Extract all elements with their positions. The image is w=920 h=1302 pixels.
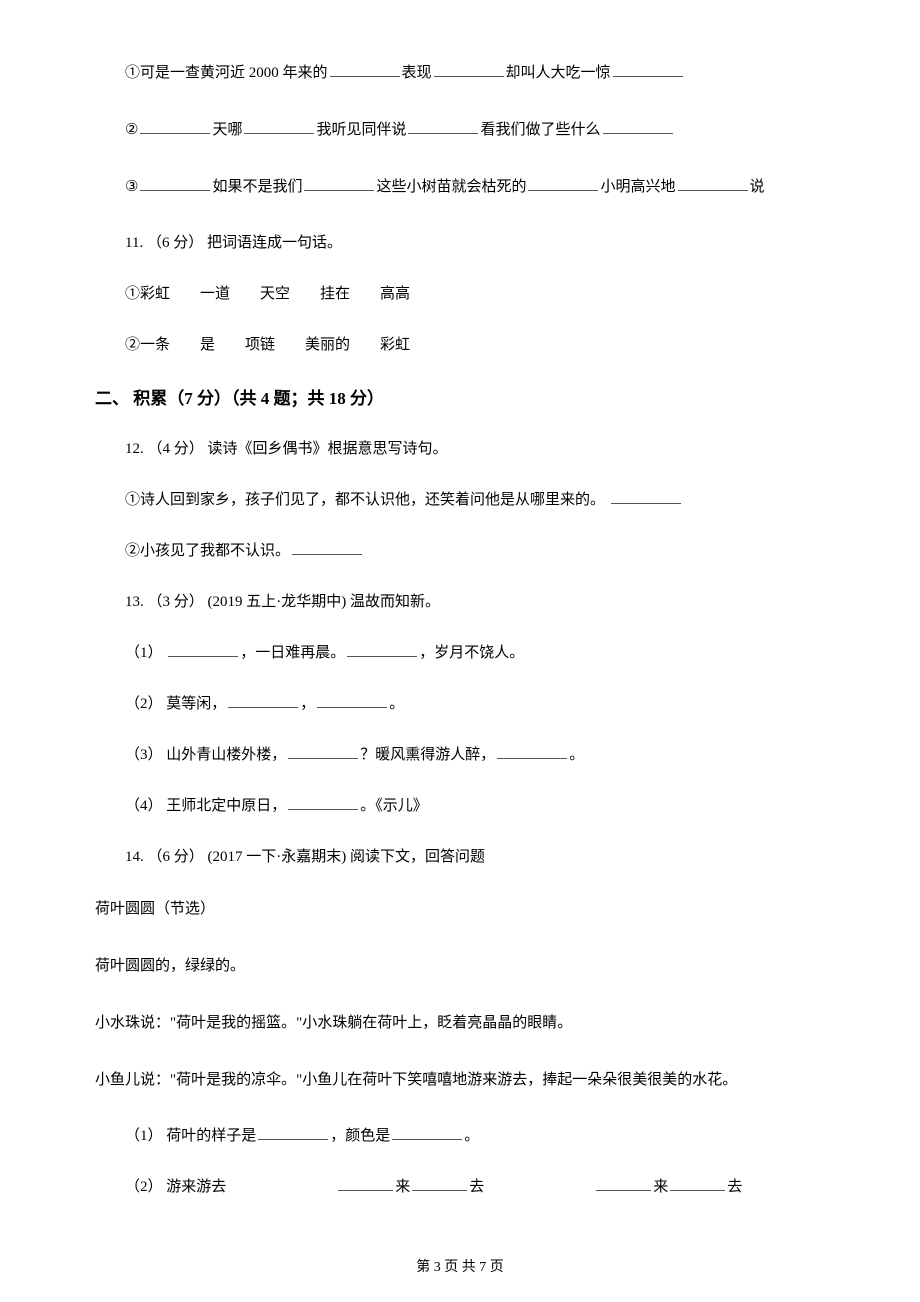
text: 说 <box>750 179 765 195</box>
blank <box>434 62 504 77</box>
q13-l1: （1） ，一日难再晨。 ，岁月不饶人。 <box>95 641 825 662</box>
blank <box>611 489 681 504</box>
blank <box>168 642 238 657</box>
text: 。《示儿》 <box>360 798 428 814</box>
q14-p2: 小水珠说："荷叶是我的摇篮。"小水珠躺在荷叶上，眨着亮晶晶的眼睛。 <box>95 1010 825 1037</box>
text: ，岁月不饶人。 <box>419 645 524 661</box>
text: 。 <box>569 747 584 763</box>
text: 小明高兴地 <box>600 179 675 195</box>
text: ， <box>300 696 315 712</box>
q14-passage-title: 荷叶圆圆（节选） <box>95 896 825 923</box>
blank <box>228 693 298 708</box>
q11-l1: ①彩虹 一道 天空 挂在 高高 <box>95 282 825 303</box>
q14-title: 14. （6 分） (2017 一下·永嘉期末) 阅读下文，回答问题 <box>95 845 825 866</box>
blank <box>140 119 210 134</box>
text: 。 <box>464 1128 479 1144</box>
q13-l2: （2） 莫等闲， ， 。 <box>95 692 825 713</box>
blank <box>670 1176 725 1191</box>
blank <box>140 176 210 191</box>
blank <box>292 540 362 555</box>
text: （4） 王师北定中原日， <box>125 798 286 814</box>
blank <box>338 1176 393 1191</box>
text: （1） 荷叶的样子是 <box>125 1128 256 1144</box>
text: （2） 游来游去 <box>125 1179 226 1195</box>
text: ①诗人回到家乡，孩子们见了，都不认识他，还笑着问他是从哪里来的。 <box>125 492 609 508</box>
blank <box>244 119 314 134</box>
text: 去 <box>727 1179 742 1195</box>
q13-l3: （3） 山外青山楼外楼， ？暖风熏得游人醉， 。 <box>95 743 825 764</box>
blank <box>330 62 400 77</box>
text: ？暖风熏得游人醉， <box>360 747 495 763</box>
text: 去 <box>469 1179 484 1195</box>
text: 表现 <box>402 65 432 81</box>
q-item: ② 天哪 我听见同伴说 看我们做了些什么 <box>95 117 825 144</box>
blank <box>392 1125 462 1140</box>
q14-p3: 小鱼儿说："荷叶是我的凉伞。"小鱼儿在荷叶下笑嘻嘻地游来游去，捧起一朵朵很美很美… <box>95 1067 825 1094</box>
text: ②小孩见了我都不认识。 <box>125 543 290 559</box>
q-item: ③ 如果不是我们 这些小树苗就会枯死的 小明高兴地 说 <box>95 174 825 201</box>
q-item: ①可是一查黄河近 2000 年来的 表现 却叫人大吃一惊 <box>95 60 825 87</box>
text: ，一日难再晨。 <box>240 645 345 661</box>
blank <box>288 795 358 810</box>
text: （2） 莫等闲， <box>125 696 226 712</box>
q11-title: 11. （6 分） 把词语连成一句话。 <box>95 231 825 252</box>
blank <box>412 1176 467 1191</box>
page-footer: 第 3 页 共 7 页 <box>0 1256 920 1276</box>
q14-p1: 荷叶圆圆的，绿绿的。 <box>95 953 825 980</box>
blank <box>408 119 478 134</box>
text: ③ <box>125 179 138 195</box>
text: 我听见同伴说 <box>316 122 406 138</box>
text: 却叫人大吃一惊 <box>506 65 611 81</box>
q12-l1: ①诗人回到家乡，孩子们见了，都不认识他，还笑着问他是从哪里来的。 <box>95 488 825 509</box>
blank <box>347 642 417 657</box>
text: 如果不是我们 <box>212 179 302 195</box>
text: ② <box>125 122 138 138</box>
blank <box>317 693 387 708</box>
text: 来 <box>653 1179 668 1195</box>
blank <box>613 62 683 77</box>
text: ，颜色是 <box>330 1128 390 1144</box>
blank <box>603 119 673 134</box>
blank <box>528 176 598 191</box>
blank <box>678 176 748 191</box>
text: 这些小树苗就会枯死的 <box>376 179 526 195</box>
blank <box>497 744 567 759</box>
text: （3） 山外青山楼外楼， <box>125 747 286 763</box>
q14-s2: （2） 游来游去 来 去 来 去 <box>95 1175 825 1196</box>
text: 。 <box>389 696 404 712</box>
text: 看我们做了些什么 <box>480 122 600 138</box>
text: 来 <box>395 1179 410 1195</box>
text: ①可是一查黄河近 2000 年来的 <box>125 65 328 81</box>
q13-l4: （4） 王师北定中原日， 。《示儿》 <box>95 794 825 815</box>
blank <box>288 744 358 759</box>
section-2-title: 二、 积累（7 分）（共 4 题；共 18 分） <box>95 384 825 409</box>
q12-l2: ②小孩见了我都不认识。 <box>95 539 825 560</box>
blank <box>258 1125 328 1140</box>
q13-title: 13. （3 分） (2019 五上·龙华期中) 温故而知新。 <box>95 590 825 611</box>
text: （1） <box>125 645 166 661</box>
q12-title: 12. （4 分） 读诗《回乡偶书》根据意思写诗句。 <box>95 437 825 458</box>
blank <box>304 176 374 191</box>
blank <box>596 1176 651 1191</box>
text: 天哪 <box>212 122 242 138</box>
q11-l2: ②一条 是 项链 美丽的 彩虹 <box>95 333 825 354</box>
q14-s1: （1） 荷叶的样子是 ，颜色是 。 <box>95 1124 825 1145</box>
